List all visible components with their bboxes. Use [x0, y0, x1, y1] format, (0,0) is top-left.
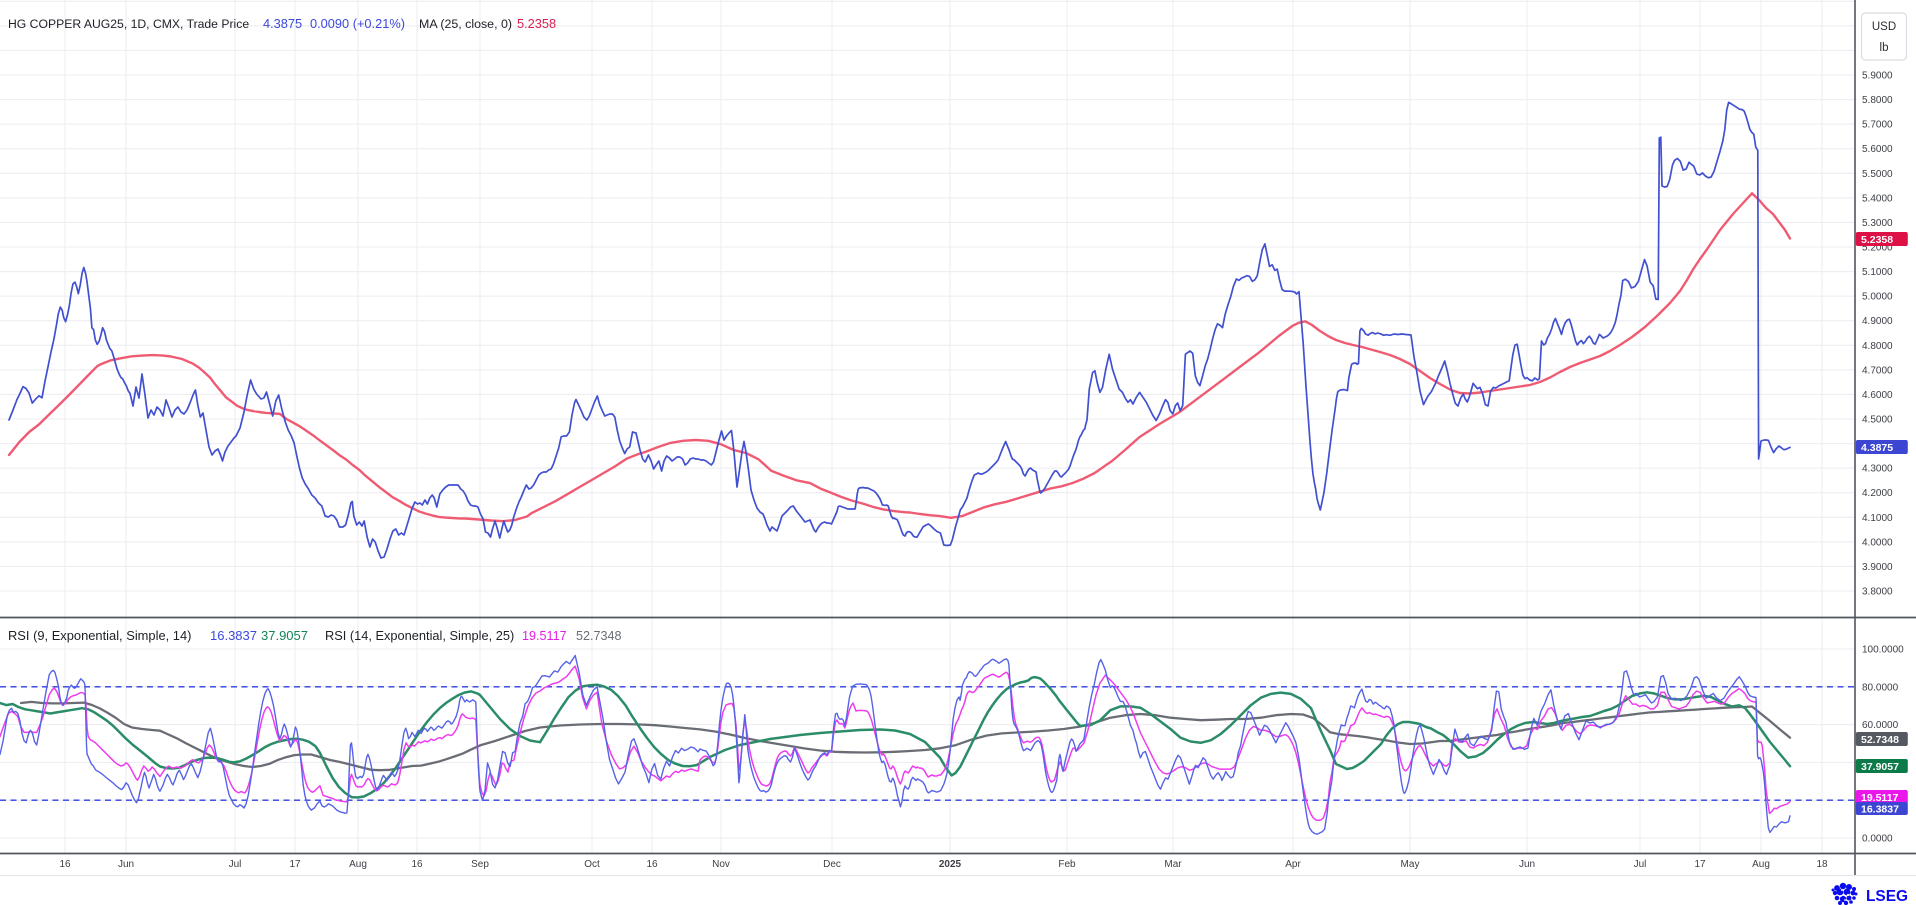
svg-text:2025: 2025 [939, 859, 962, 870]
svg-text:5.5000: 5.5000 [1862, 169, 1893, 180]
svg-text:4.7000: 4.7000 [1862, 365, 1893, 376]
svg-text:37.9057: 37.9057 [261, 628, 308, 643]
svg-text:0.0090 (+0.21%): 0.0090 (+0.21%) [310, 16, 405, 31]
svg-text:Apr: Apr [1285, 859, 1301, 870]
svg-text:80.0000: 80.0000 [1862, 682, 1899, 693]
svg-text:LSEG: LSEG [1866, 888, 1908, 905]
svg-text:Jul: Jul [1634, 859, 1647, 870]
svg-text:5.8000: 5.8000 [1862, 95, 1893, 106]
svg-text:Aug: Aug [349, 859, 367, 870]
svg-text:37.9057: 37.9057 [1861, 761, 1899, 773]
svg-text:0.0000: 0.0000 [1862, 834, 1893, 845]
svg-text:16: 16 [59, 859, 71, 870]
svg-text:5.1000: 5.1000 [1862, 267, 1893, 278]
svg-text:4.1000: 4.1000 [1862, 513, 1893, 524]
svg-text:USD: USD [1872, 21, 1896, 33]
svg-text:16: 16 [646, 859, 658, 870]
svg-text:18: 18 [1816, 859, 1828, 870]
svg-text:3.8000: 3.8000 [1862, 587, 1893, 598]
svg-text:4.2000: 4.2000 [1862, 488, 1893, 499]
svg-text:52.7348: 52.7348 [576, 629, 622, 643]
svg-text:17: 17 [1694, 859, 1706, 870]
svg-text:Jun: Jun [118, 859, 134, 870]
svg-text:4.3000: 4.3000 [1862, 464, 1893, 475]
svg-text:3.9000: 3.9000 [1862, 562, 1893, 573]
svg-text:Aug: Aug [1752, 859, 1770, 870]
svg-text:5.6000: 5.6000 [1862, 144, 1893, 155]
svg-text:19.5117: 19.5117 [1861, 792, 1899, 804]
svg-text:RSI (14, Exponential, Simple,: RSI (14, Exponential, Simple, 25) [325, 628, 514, 643]
svg-text:RSI (9, Exponential, Simple, 1: RSI (9, Exponential, Simple, 14) [8, 628, 191, 643]
svg-text:5.2358: 5.2358 [517, 16, 556, 31]
svg-text:MA (25, close, 0): MA (25, close, 0) [419, 17, 512, 31]
svg-text:Mar: Mar [1164, 859, 1182, 870]
svg-text:Jun: Jun [1519, 859, 1535, 870]
svg-text:Dec: Dec [823, 859, 841, 870]
svg-text:5.4000: 5.4000 [1862, 193, 1893, 204]
svg-text:5.2000: 5.2000 [1862, 243, 1893, 254]
svg-text:Sep: Sep [471, 859, 489, 870]
svg-text:60.0000: 60.0000 [1862, 720, 1899, 731]
svg-text:4.0000: 4.0000 [1862, 537, 1893, 548]
svg-text:May: May [1401, 859, 1420, 870]
svg-text:16.3837: 16.3837 [210, 628, 257, 643]
svg-text:5.0000: 5.0000 [1862, 292, 1893, 303]
svg-text:16.3837: 16.3837 [1861, 803, 1899, 815]
svg-text:5.9000: 5.9000 [1862, 71, 1893, 82]
svg-text:Nov: Nov [712, 859, 730, 870]
svg-text:100.0000: 100.0000 [1862, 645, 1904, 656]
svg-text:52.7348: 52.7348 [1861, 734, 1899, 746]
svg-text:Oct: Oct [584, 859, 600, 870]
svg-text:16: 16 [411, 859, 423, 870]
svg-text:Jul: Jul [229, 859, 242, 870]
svg-text:17: 17 [289, 859, 301, 870]
svg-text:Feb: Feb [1058, 859, 1076, 870]
svg-text:5.2358: 5.2358 [1861, 234, 1893, 246]
svg-text:4.3875: 4.3875 [1861, 442, 1893, 454]
svg-text:5.7000: 5.7000 [1862, 120, 1893, 131]
svg-text:lb: lb [1880, 42, 1889, 54]
svg-text:5.3000: 5.3000 [1862, 218, 1893, 229]
svg-text:19.5117: 19.5117 [522, 629, 567, 643]
svg-text:4.9000: 4.9000 [1862, 316, 1893, 327]
svg-text:HG COPPER AUG25, 1D, CMX, Trad: HG COPPER AUG25, 1D, CMX, Trade Price [8, 17, 249, 31]
svg-text:4.5000: 4.5000 [1862, 415, 1893, 426]
svg-text:4.3875: 4.3875 [263, 16, 302, 31]
svg-text:4.8000: 4.8000 [1862, 341, 1893, 352]
svg-text:4.6000: 4.6000 [1862, 390, 1893, 401]
